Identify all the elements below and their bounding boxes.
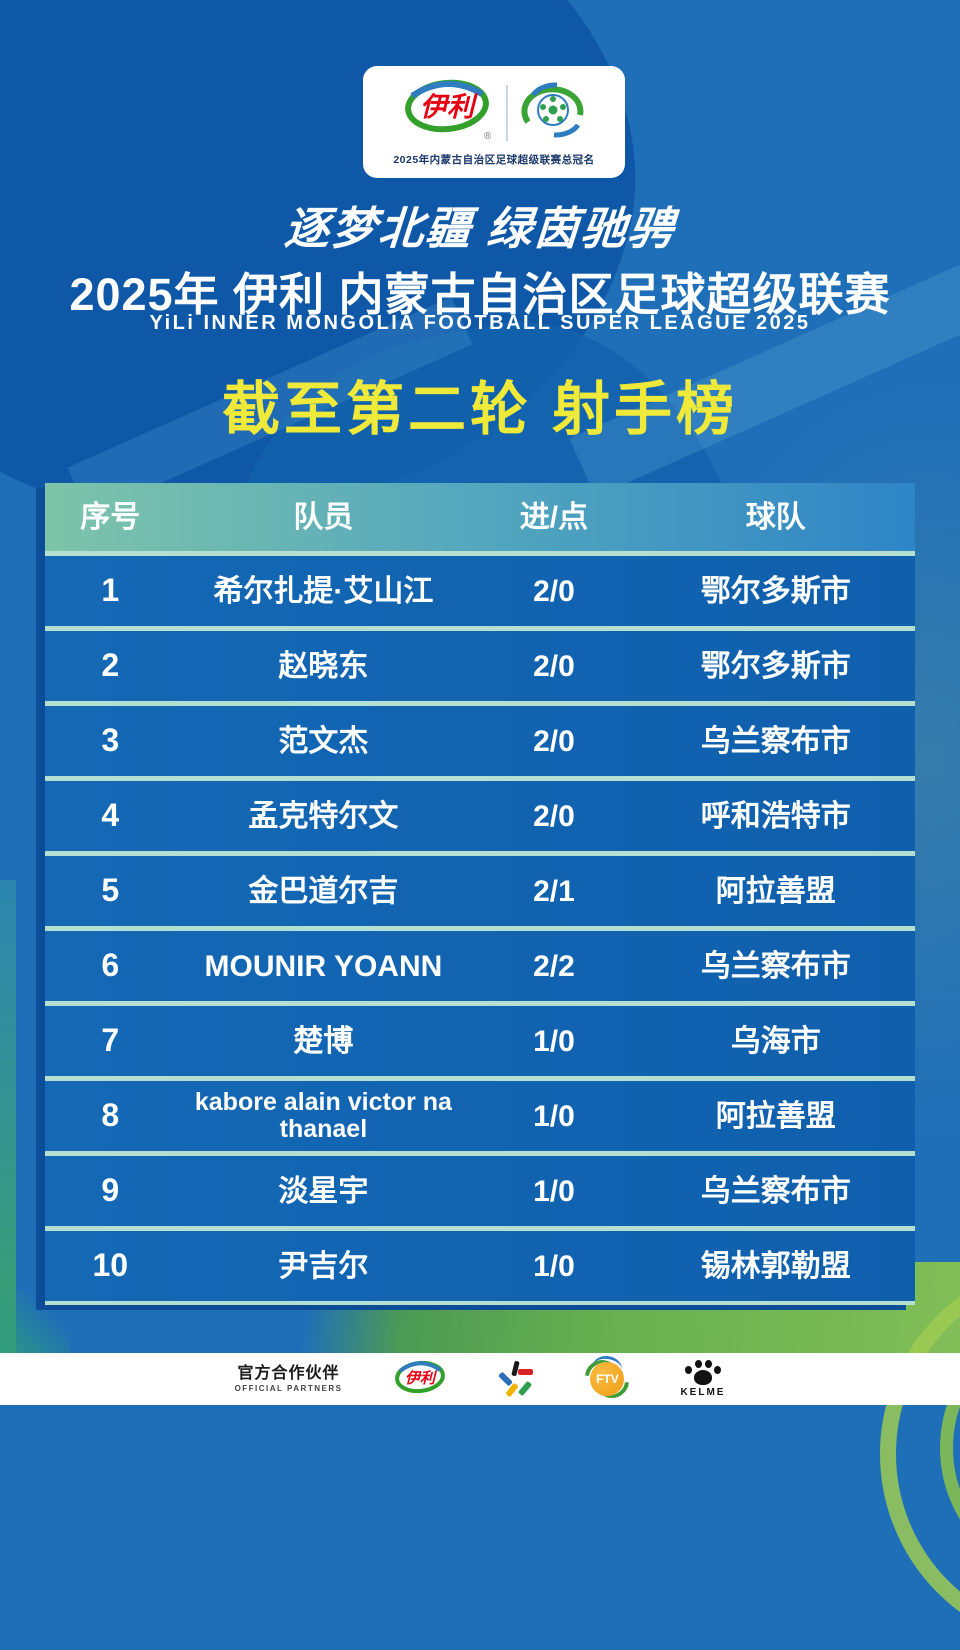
header-cell-goals: 进/点	[519, 500, 589, 534]
svg-text:伊利: 伊利	[420, 92, 478, 122]
player-cell: 范文杰	[278, 724, 369, 758]
kelme-logo: KELME	[680, 1360, 725, 1398]
header-cell-rank: 序号	[80, 500, 141, 534]
ftv-ball: FTV	[590, 1362, 625, 1396]
team-cell: 锡林郭勒盟	[700, 1249, 851, 1283]
ftv-logo: FTV	[578, 1353, 637, 1405]
partners-label-en: OFFICIAL PARTNERS	[234, 1383, 343, 1393]
table-row: 2 赵晓东 2/0 鄂尔多斯市	[45, 631, 915, 701]
table-header: 序号 队员 进/点 球队	[45, 483, 915, 551]
goals-cell: 2/0	[533, 649, 575, 683]
rank-cell: 2	[101, 647, 120, 684]
rank-cell: 5	[101, 872, 120, 909]
table-row: 7 楚博 1/0 乌海市	[45, 1006, 915, 1076]
league-football-logo	[520, 80, 586, 145]
rank-cell: 7	[101, 1022, 120, 1059]
goals-cell: 1/0	[533, 1024, 575, 1058]
team-cell: 鄂尔多斯市	[700, 574, 851, 608]
sponsor-caption: 2025年内蒙古自治区足球超级联赛总冠名	[393, 153, 595, 166]
header-cell-player: 队员	[293, 500, 354, 534]
team-cell: 乌兰察布市	[700, 949, 851, 983]
section-title: 截至第二轮 射手榜	[221, 377, 739, 442]
rank-cell: 4	[101, 797, 120, 834]
logo-bar-green	[518, 1380, 533, 1397]
logo-bar-red	[518, 1369, 534, 1375]
rank-cell: 9	[101, 1172, 120, 1209]
table-row: 10 尹吉尔 1/0 锡林郭勒盟	[45, 1231, 915, 1301]
kelme-label: KELME	[680, 1387, 726, 1398]
table-row: 3 范文杰 2/0 乌兰察布市	[45, 706, 915, 776]
main-title-en: YiLi INNER MONGOLIA FOOTBALL SUPER LEAGU…	[149, 312, 811, 334]
table-row: 4 孟克特尔文 2/0 呼和浩特市	[45, 781, 915, 851]
goals-cell: 1/0	[533, 1099, 575, 1133]
official-partners-label: 官方合作伙伴 OFFICIAL PARTNERS	[235, 1365, 343, 1393]
goals-cell: 2/0	[533, 574, 575, 608]
player-cell: 楚博	[293, 1024, 354, 1058]
rank-cell: 1	[101, 572, 120, 609]
team-cell: 呼和浩特市	[700, 799, 851, 833]
partners-label-cn: 官方合作伙伴	[237, 1365, 340, 1383]
header-cell-team: 球队	[745, 500, 806, 534]
goals-cell: 1/0	[533, 1249, 575, 1283]
scorers-table: 序号 队员 进/点 球队 1 希尔扎提·艾山江 2/0 鄂尔多斯市 2 赵晓东 …	[45, 483, 915, 1305]
logo-divider	[506, 84, 508, 141]
rank-cell: 8	[101, 1097, 120, 1134]
player-cell: 赵晓东	[278, 649, 369, 683]
slogan: 逐梦北疆 绿茵驰骋	[282, 203, 677, 254]
table-row: 1 希尔扎提·艾山江 2/0 鄂尔多斯市	[45, 556, 915, 626]
player-cell: 金巴道尔吉	[248, 874, 399, 908]
player-cell: 希尔扎提·艾山江	[213, 574, 434, 608]
rank-cell: 10	[92, 1247, 129, 1284]
player-cell: MOUNIR YOANN	[204, 949, 443, 983]
team-cell: 阿拉善盟	[715, 1099, 836, 1133]
goals-cell: 2/0	[533, 724, 575, 758]
rank-cell: 3	[101, 722, 120, 759]
player-cell: kabore alain victor na thanael	[194, 1087, 452, 1143]
sports-administration-logo	[498, 1360, 534, 1398]
sponsor-card: 伊利 ® 2025年内蒙古自治区足球超级联赛总冠名	[363, 66, 625, 178]
paw-icon	[683, 1360, 723, 1386]
team-cell: 阿拉善盟	[715, 874, 836, 908]
table-row: 6 MOUNIR YOANN 2/2 乌兰察布市	[45, 931, 915, 1001]
goals-cell: 1/0	[533, 1174, 575, 1208]
team-cell: 乌兰察布市	[700, 724, 851, 758]
svg-text:伊利: 伊利	[405, 1370, 438, 1387]
player-cell: 孟克特尔文	[248, 799, 399, 833]
team-cell: 乌兰察布市	[700, 1174, 851, 1208]
svg-text:®: ®	[484, 131, 492, 142]
goals-cell: 2/2	[533, 949, 575, 983]
goals-cell: 2/1	[533, 874, 575, 908]
player-cell: 尹吉尔	[278, 1249, 369, 1283]
table-row: 8 kabore alain victor na thanael 1/0 阿拉善…	[45, 1081, 915, 1151]
player-cell: 淡星宇	[278, 1174, 369, 1208]
footer: 官方合作伙伴 OFFICIAL PARTNERS 伊利 FTV KELME	[0, 1353, 960, 1405]
team-cell: 乌海市	[730, 1024, 821, 1058]
background-teal-strip	[0, 880, 16, 1358]
main-title-cn: 2025年 伊利 内蒙古自治区足球超级联赛	[69, 269, 891, 320]
rank-cell: 6	[101, 947, 120, 984]
yili-logo-small: 伊利	[394, 1358, 446, 1401]
goals-cell: 2/0	[533, 799, 575, 833]
yili-logo: 伊利 ®	[402, 77, 494, 148]
table-row: 5 金巴道尔吉 2/1 阿拉善盟	[45, 856, 915, 926]
team-cell: 鄂尔多斯市	[700, 649, 851, 683]
table-row: 9 淡星宇 1/0 乌兰察布市	[45, 1156, 915, 1226]
